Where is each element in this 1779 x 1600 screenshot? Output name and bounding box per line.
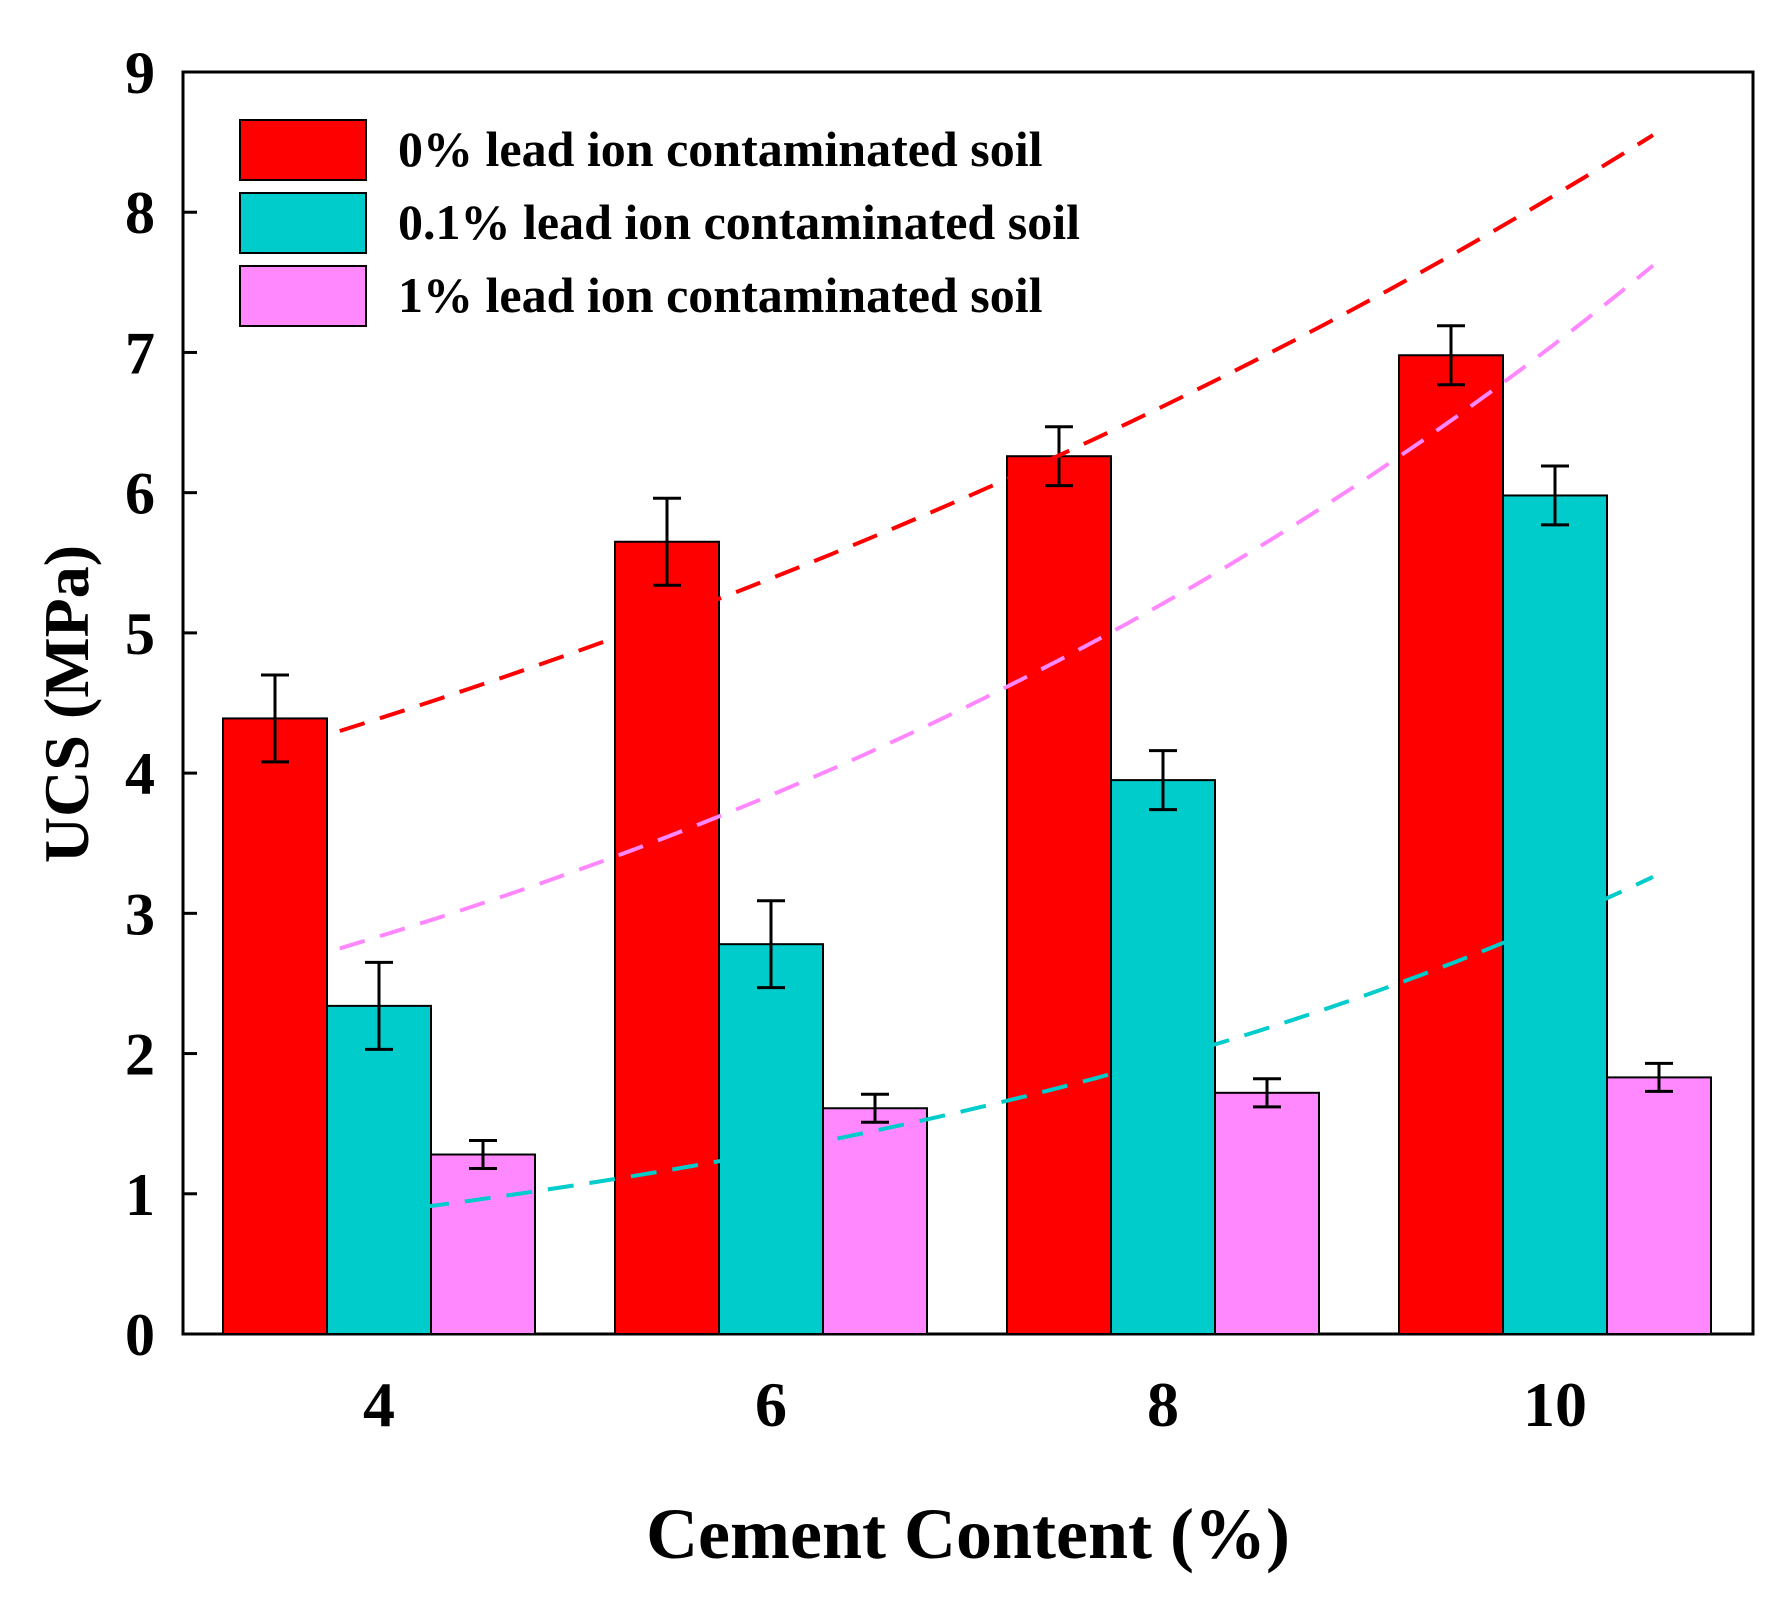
y-tick-label: 3 [125,881,155,947]
bar [718,943,824,1336]
bar [1398,354,1504,1335]
y-axis-title: UCS (MPa) [31,545,102,863]
trend-lines [339,133,1655,1220]
bars [222,354,1712,1336]
y-tick-label: 9 [125,40,155,106]
y-axis: 0 1 2 3 4 5 6 7 8 9 [125,40,197,1368]
y-tick-label: 4 [125,741,155,807]
x-axis-title: Cement Content (%) [646,1494,1290,1574]
x-tick-label: 8 [1147,1369,1179,1440]
plot-area [181,70,1755,1336]
y-tick-label: 0 [125,1302,155,1368]
trend-line [339,875,1654,1220]
x-tick-label: 10 [1523,1369,1587,1440]
x-tick-label: 6 [755,1369,787,1440]
y-tick-label: 5 [125,601,155,667]
legend-label: 1% lead ion contaminated soil [398,267,1043,323]
bar [1006,455,1112,1336]
bar [1110,779,1216,1335]
y-tick-label: 8 [125,180,155,246]
bar [822,1107,928,1335]
bar [1606,1076,1712,1335]
trend-line [339,133,1655,733]
bar [614,540,720,1335]
trend-line [339,263,1655,951]
legend-label: 0.1% lead ion contaminated soil [398,194,1080,250]
y-tick-label: 1 [125,1162,155,1228]
bar [222,717,328,1335]
bar [1502,494,1608,1335]
y-tick-label: 6 [125,461,155,527]
x-axis: 4 6 8 10 [363,1320,1587,1440]
y-tick-label: 7 [125,320,155,386]
bar [326,1004,432,1335]
legend-swatch [239,119,367,181]
legend-label: 0% lead ion contaminated soil [398,121,1043,177]
x-tick-label: 4 [363,1369,395,1440]
plot-frame [181,70,1755,1336]
bar [1214,1091,1320,1335]
y-tick-label: 2 [125,1022,155,1088]
legend-swatch [239,265,367,327]
legend: 0% lead ion contaminated soil 0.1% lead i… [239,119,1080,327]
legend-swatch [239,192,367,254]
bar [430,1153,536,1335]
